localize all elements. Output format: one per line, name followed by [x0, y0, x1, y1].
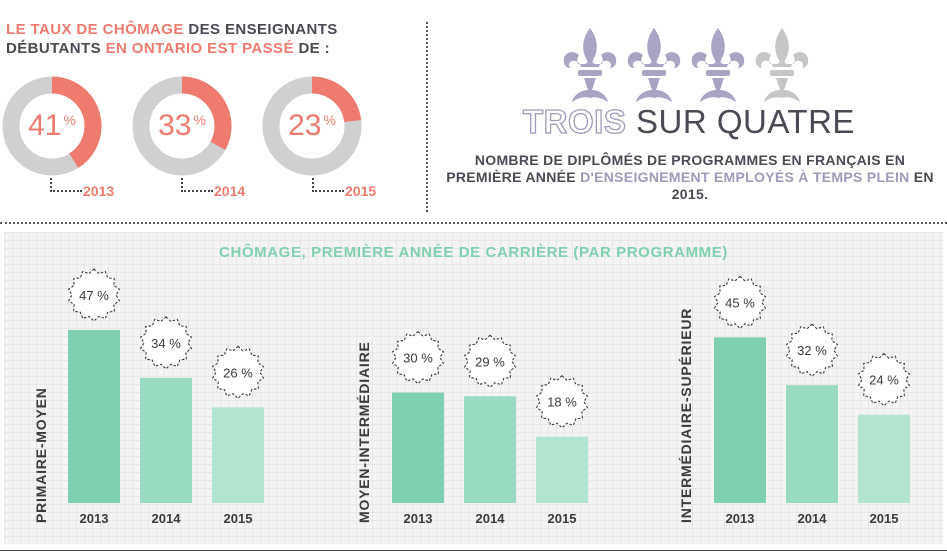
fleur-base: [636, 90, 672, 102]
fleur-de-lis-icon: [563, 28, 617, 102]
donut-2014-value: 33: [158, 109, 192, 142]
fleur-de-lis-icon: [691, 28, 745, 102]
value-badge: [67, 268, 121, 322]
fleur-band: [770, 70, 794, 76]
donut-2015-year: 2015: [345, 183, 377, 199]
bar-2013: [714, 337, 766, 503]
headline-highlight-3: EN ONTARIO EST PASSÉ: [105, 40, 294, 57]
donut-2013: 41%: [2, 76, 102, 176]
fleur-de-lis-icon: [627, 28, 681, 102]
unemployment-headline: LE TAUX DE CHÔMAGE DES ENSEIGNANTS DÉBUT…: [6, 20, 406, 58]
headline-outline-word: TROIS: [522, 102, 627, 140]
donut-2014-leader: [181, 178, 213, 192]
bar-2015: [212, 407, 264, 503]
x-tick-label: 2014: [476, 511, 506, 526]
value-badge: [713, 275, 767, 330]
fleur-petals: [755, 28, 809, 68]
fleur-base: [700, 90, 736, 102]
bar-value-label: 45 %: [725, 295, 755, 310]
bar-2013: [68, 330, 120, 503]
donut-2013-leader: [50, 178, 82, 192]
bar-2014: [786, 385, 838, 503]
x-tick-label: 2014: [152, 511, 182, 526]
x-tick-label: 2015: [548, 511, 577, 526]
headline-rest: SUR QUATRE: [626, 103, 855, 140]
donut-2014-ring: [132, 76, 232, 176]
x-tick-label: 2015: [224, 511, 253, 526]
three-of-four-headline: TROIS SUR QUATRE: [522, 102, 855, 141]
fleur-stem: [776, 78, 788, 90]
fleur-base: [572, 90, 608, 102]
subtext-part-1: NOMBRE DE DIPLÔMÉS DE PROGRAMMES EN FRAN…: [446, 152, 906, 185]
value-badge: [535, 374, 589, 429]
donut-2014: 33%: [132, 76, 232, 176]
subtext-highlight: D'ENSEIGNEMENT EMPLOYÉS À TEMPS PLEIN: [580, 169, 910, 185]
fleur-de-lis-icon: [755, 28, 809, 102]
donut-2013-percent: %: [63, 112, 76, 128]
bar-value-label: 24 %: [869, 373, 899, 388]
fleur-stem: [584, 78, 596, 90]
fleur-stem: [712, 78, 724, 90]
x-tick-label: 2013: [726, 511, 755, 526]
donut-segment: [262, 76, 362, 176]
bar-value-label: 32 %: [797, 343, 827, 358]
employment-subtext: NOMBRE DE DIPLÔMÉS DE PROGRAMMES EN FRAN…: [440, 152, 940, 203]
bar-2015: [536, 436, 588, 503]
x-tick-label: 2015: [870, 511, 899, 526]
value-badge: [857, 352, 911, 407]
x-tick-label: 2014: [798, 511, 828, 526]
bar-value-label: 30 %: [403, 351, 433, 366]
donut-2015-value: 23: [288, 109, 322, 142]
donut-segment: [132, 76, 232, 176]
horizontal-divider: [0, 222, 947, 224]
fleur-band: [642, 70, 666, 76]
fleur-de-lis-row: [562, 24, 862, 106]
donut-2013-year: 2013: [83, 183, 115, 199]
x-tick-label: 2013: [80, 511, 109, 526]
value-badge: [139, 316, 193, 370]
vertical-divider: [426, 22, 428, 212]
donut-2013-value: 41: [28, 109, 62, 142]
bar-chart-title: CHÔMAGE, PREMIÈRE ANNÉE DE CARRIÈRE (PAR…: [219, 244, 728, 261]
donut-2015-ring: [262, 76, 362, 176]
bar-value-label: 18 %: [547, 395, 577, 410]
bar-2015: [858, 414, 910, 503]
bar-value-label: 47 %: [79, 288, 109, 303]
fleur-base: [764, 90, 800, 102]
headline-text-2: DES ENSEIGNANTS DÉBUTANTS: [6, 21, 338, 57]
fleur-petals: [627, 28, 681, 68]
donut-2015-leader: [312, 178, 344, 192]
value-badge: [785, 323, 839, 377]
donut-segment: [2, 76, 102, 176]
subtext-part-3: EN 2015.: [671, 169, 934, 202]
donut-2015: 23%: [262, 76, 362, 176]
bar-value-label: 29 %: [475, 354, 505, 369]
value-badge: [391, 330, 445, 385]
donut-2015-percent: %: [323, 112, 336, 128]
value-badge: [463, 334, 517, 389]
bar-value-label: 34 %: [151, 336, 181, 351]
donut-2014-year: 2014: [214, 183, 246, 199]
donut-2014-percent: %: [193, 112, 206, 128]
fleur-band: [578, 70, 602, 76]
bar-value-label: 26 %: [223, 365, 253, 380]
bottom-rule: [0, 550, 947, 551]
donut-2013-ring: [2, 76, 102, 176]
value-badge: [211, 345, 265, 400]
fleur-band: [706, 70, 730, 76]
fleur-petals: [563, 28, 617, 68]
bar-2013: [392, 392, 444, 503]
fleur-petals: [691, 28, 745, 68]
x-tick-label: 2013: [404, 511, 433, 526]
fleur-stem: [648, 78, 660, 90]
headline-highlight-1: LE TAUX DE CHÔMAGE: [6, 21, 184, 38]
headline-text-4: DE :: [293, 40, 331, 57]
bar-2014: [464, 396, 516, 503]
bar-2014: [140, 377, 192, 503]
